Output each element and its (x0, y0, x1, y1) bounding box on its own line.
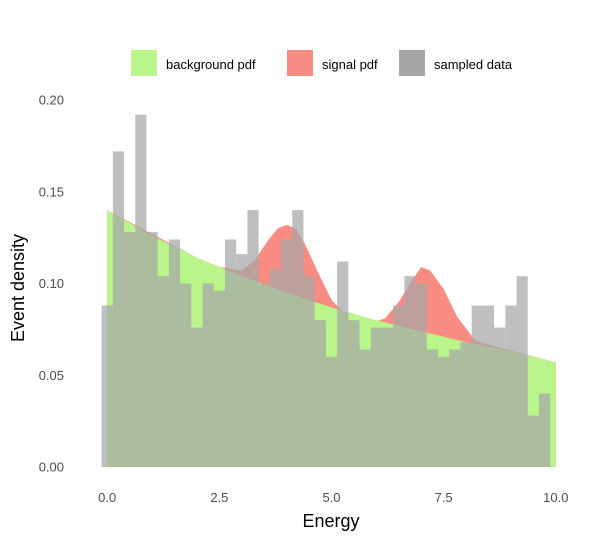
histogram-bar (348, 320, 360, 467)
legend: background pdf signal pdf sampled data (131, 50, 513, 76)
histogram-bar (415, 283, 427, 467)
histogram-bar (124, 232, 136, 467)
histogram-bar (168, 239, 181, 467)
histogram-bar (516, 276, 528, 467)
legend-label-signal: signal pdf (322, 57, 378, 72)
histogram-bar (314, 320, 326, 467)
x-tick-label: 7.5 (435, 490, 453, 505)
histogram-bar (101, 305, 113, 467)
legend-key-sampled (399, 50, 425, 76)
histogram-bar (393, 305, 405, 467)
x-tick-label: 5.0 (322, 490, 340, 505)
x-tick-label: 0.0 (98, 490, 116, 505)
histogram-bar (538, 393, 551, 467)
histogram-bar (505, 305, 517, 467)
histogram-bar (426, 349, 439, 467)
histogram-bar (180, 283, 192, 467)
legend-label-background: background pdf (166, 57, 256, 72)
y-tick-label: 0.05 (39, 368, 64, 383)
legend-key-background (131, 50, 157, 76)
histogram-bar (202, 283, 214, 467)
histogram-bar (359, 349, 371, 467)
histogram-bar (281, 239, 293, 467)
histogram-bar (112, 151, 125, 467)
histogram-bar (527, 415, 539, 467)
x-axis-title: Energy (302, 511, 359, 531)
histogram-bar (482, 305, 495, 467)
histogram-bar (269, 268, 282, 467)
y-axis-title: Event density (8, 234, 28, 342)
histogram-bar (213, 290, 225, 467)
histogram-bar (146, 232, 158, 467)
histogram-bar (247, 210, 259, 467)
histogram-bar (135, 114, 147, 468)
histogram-bar (224, 239, 237, 467)
plot-area (101, 114, 556, 468)
histogram-bar (337, 261, 349, 467)
y-tick-label: 0.00 (39, 460, 64, 475)
histogram-bar (404, 276, 416, 467)
histogram-bar (325, 356, 338, 467)
x-tick-label: 10.0 (543, 490, 568, 505)
histogram-bar (471, 305, 483, 467)
legend-key-signal (287, 50, 313, 76)
x-tick-label: 2.5 (210, 490, 228, 505)
histogram-bar (438, 356, 450, 467)
histogram-bar (292, 210, 304, 467)
histogram-bar (460, 342, 472, 467)
legend-label-sampled: sampled data (434, 57, 513, 72)
histogram-bar (157, 276, 169, 467)
histogram-bar (303, 276, 315, 467)
histogram-bar (258, 283, 270, 467)
histogram-bar (370, 327, 382, 467)
y-tick-label: 0.10 (39, 276, 64, 291)
histogram-bar (191, 327, 203, 467)
histogram-bar (236, 254, 248, 467)
histogram-bar (494, 327, 506, 467)
y-tick-label: 0.15 (39, 184, 64, 199)
histogram-bar (381, 327, 394, 467)
axes: 0.00 0.05 0.10 0.15 0.20 0.0 2.5 5.0 7.5 10.0 (39, 93, 569, 506)
y-tick-label: 0.20 (39, 93, 64, 108)
histogram-bar (449, 349, 461, 467)
